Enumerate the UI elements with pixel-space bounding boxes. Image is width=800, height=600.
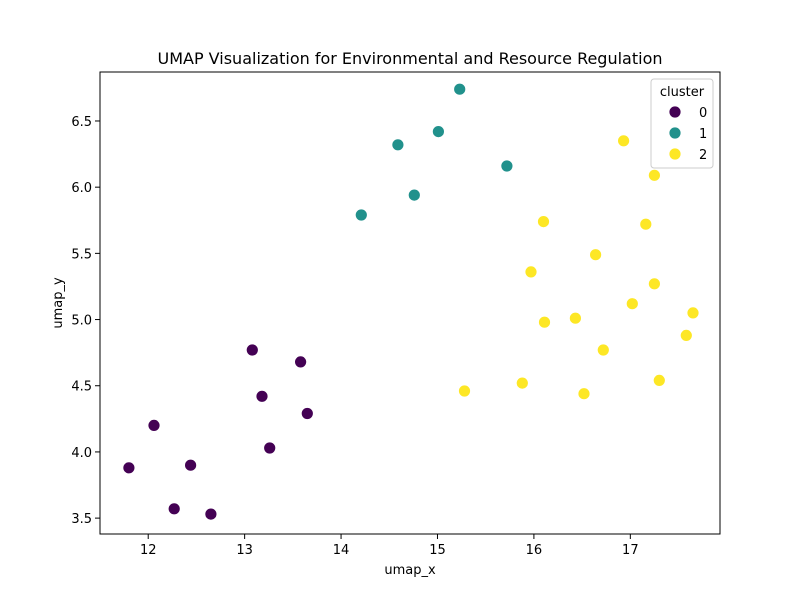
- chart-title: UMAP Visualization for Environmental and…: [157, 49, 662, 68]
- point-cluster-0-0: [122, 461, 136, 475]
- point-cluster-0-5: [245, 343, 259, 357]
- point-cluster-2-14: [652, 373, 666, 387]
- point-cluster-2-10: [625, 297, 639, 311]
- point-cluster-2-1: [515, 376, 529, 390]
- legend-marker-2: [668, 147, 682, 161]
- point-cluster-2-5: [569, 311, 582, 325]
- point-cluster-2-11: [639, 217, 653, 231]
- y-axis: 3.5 4.0 4.5 5.0 5.5 6.0 6.5: [71, 115, 100, 527]
- y-tick-label-3: 5.0: [71, 314, 92, 329]
- point-cluster-2-12: [648, 168, 661, 182]
- y-tick-label-4: 5.5: [71, 247, 92, 262]
- y-tick-label-0: 3.5: [71, 512, 92, 527]
- point-cluster-2-9: [617, 134, 630, 148]
- point-cluster-0-1: [147, 418, 161, 432]
- y-tick-label-6: 6.5: [71, 115, 92, 130]
- x-tick-label-0: 12: [140, 543, 157, 558]
- point-cluster-1-3: [431, 125, 445, 139]
- point-cluster-2-16: [686, 306, 700, 320]
- point-cluster-2-2: [524, 265, 538, 279]
- plot-frame: [99, 71, 721, 535]
- y-axis-label: umap_y: [51, 277, 66, 329]
- x-tick-label-5: 17: [622, 543, 639, 558]
- point-cluster-0-3: [184, 458, 198, 472]
- plot-area: [122, 82, 700, 521]
- point-cluster-2-7: [589, 248, 602, 262]
- x-tick-label-4: 16: [526, 543, 543, 558]
- legend-items: 0 1 2: [668, 105, 707, 163]
- point-cluster-0-2: [167, 502, 181, 516]
- legend-label-1: 1: [699, 127, 707, 142]
- legend-label-0: 0: [699, 106, 707, 121]
- y-tick-label-2: 4.5: [71, 380, 92, 395]
- point-cluster-2-8: [596, 343, 610, 357]
- point-cluster-2-3: [537, 215, 550, 229]
- x-tick-label-1: 13: [236, 543, 253, 558]
- y-tick-label-1: 4.0: [71, 446, 92, 461]
- legend-marker-1: [668, 126, 682, 140]
- x-axis: 12 13 14 15 16 17: [140, 534, 639, 558]
- y-tick-label-5: 6.0: [71, 181, 92, 196]
- point-cluster-2-15: [679, 328, 693, 342]
- point-cluster-1-5: [500, 159, 514, 173]
- point-cluster-1-0: [354, 208, 368, 222]
- point-cluster-2-4: [538, 315, 551, 329]
- legend-marker-0: [668, 105, 682, 119]
- x-tick-label-2: 14: [333, 543, 350, 558]
- point-cluster-0-9: [300, 407, 314, 420]
- point-cluster-2-0: [458, 384, 471, 398]
- legend-box: [650, 78, 714, 169]
- point-cluster-2-6: [577, 387, 591, 401]
- point-cluster-1-4: [453, 82, 467, 96]
- legend-title: cluster: [660, 85, 705, 100]
- x-axis-label: umap_x: [384, 563, 436, 578]
- point-cluster-1-1: [391, 138, 405, 152]
- point-cluster-0-4: [204, 507, 218, 521]
- point-cluster-0-7: [263, 441, 277, 455]
- point-cluster-0-8: [294, 355, 308, 369]
- point-cluster-2-13: [648, 277, 661, 291]
- point-cluster-1-2: [407, 188, 421, 202]
- point-cluster-0-6: [255, 389, 269, 403]
- legend: cluster 0 1 2: [650, 78, 714, 169]
- legend-label-2: 2: [699, 148, 707, 163]
- x-tick-label-3: 15: [429, 543, 446, 558]
